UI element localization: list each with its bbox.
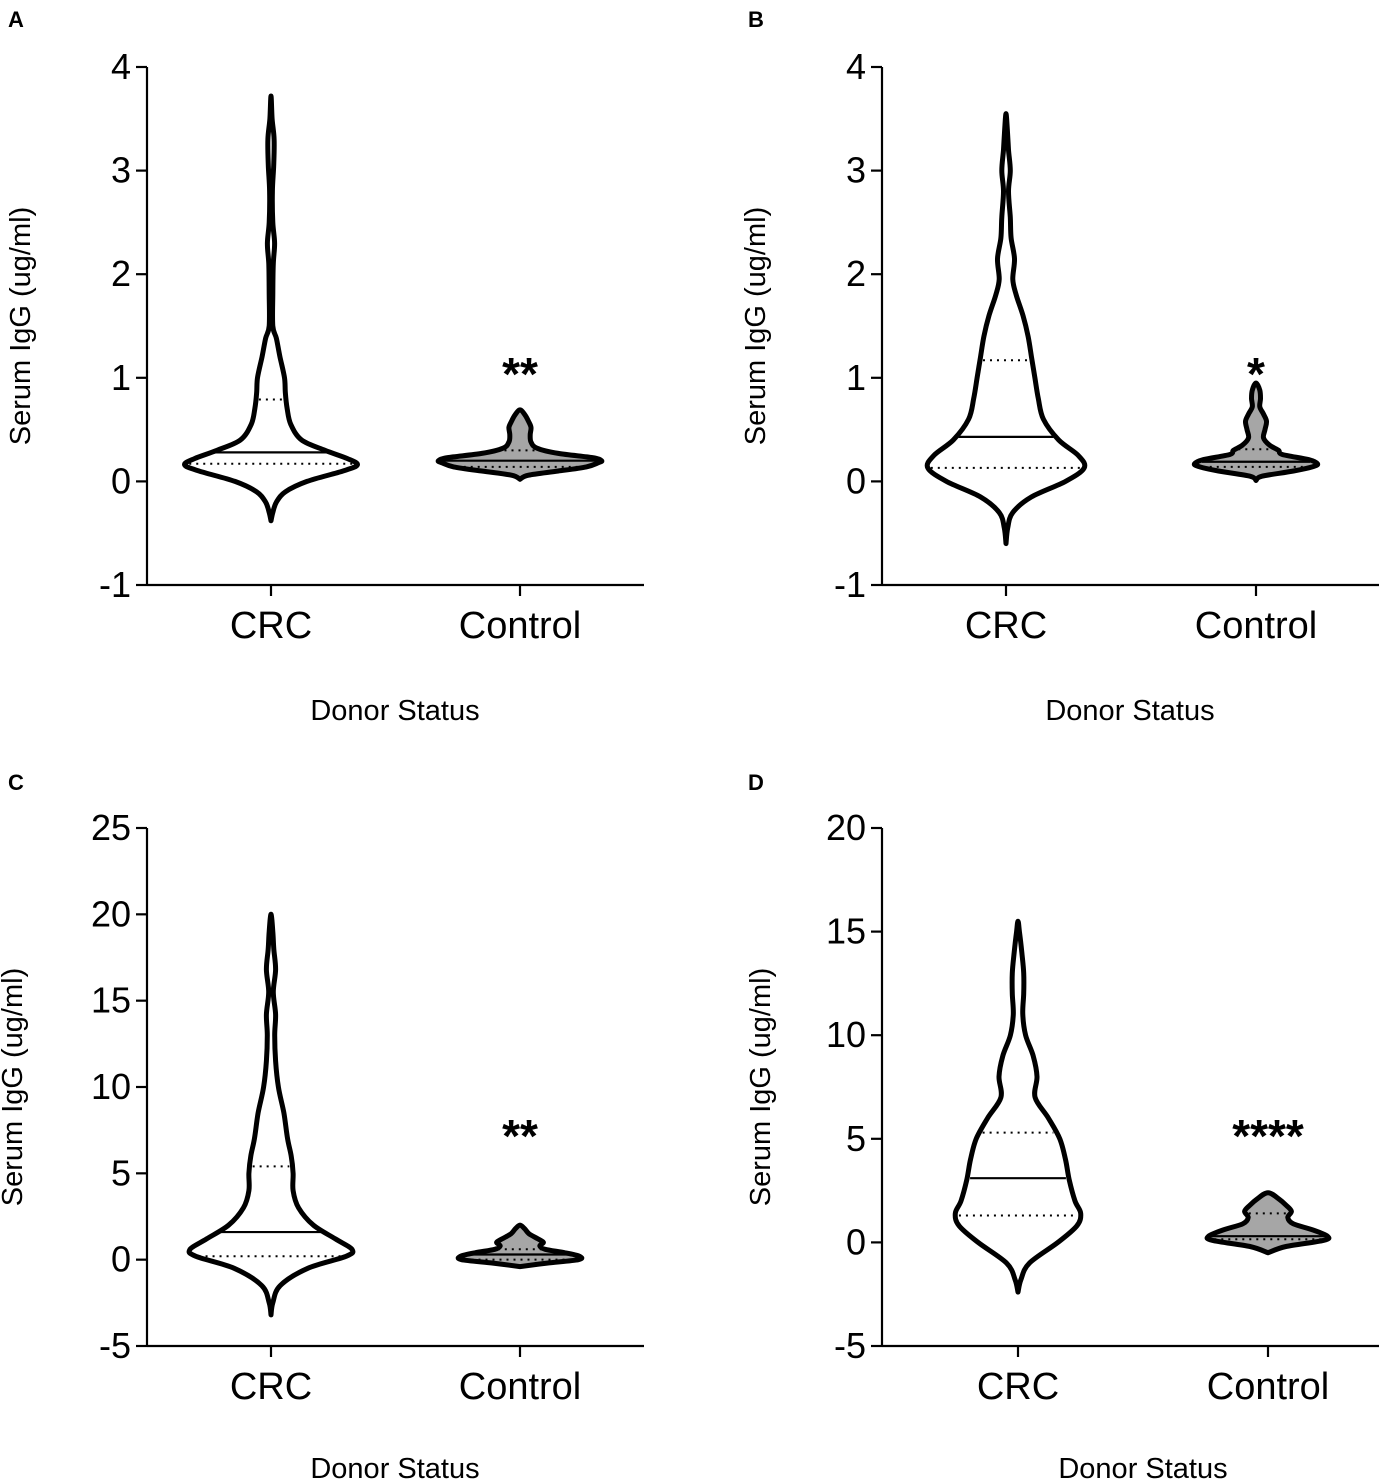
y-tick-label: 0: [846, 460, 866, 501]
x-category-label: Control: [1207, 1366, 1330, 1408]
panel-label: A: [8, 7, 24, 32]
violin-shape: [1204, 1190, 1332, 1256]
violin-shape: [435, 407, 605, 482]
x-category-label: Control: [1195, 605, 1318, 647]
violin-control: [455, 1222, 585, 1270]
significance-marker: **: [502, 348, 538, 400]
y-tick-label: 5: [111, 1152, 131, 1193]
violin-control: [1204, 1190, 1332, 1256]
x-axis-title: Donor Status: [1058, 1453, 1227, 1482]
y-tick-label: -1: [99, 564, 131, 605]
violin-crc: [182, 93, 360, 524]
significance-marker: **: [502, 1110, 538, 1162]
y-tick-label: 0: [111, 460, 131, 501]
x-category-label: CRC: [230, 605, 312, 647]
y-tick-label: 20: [826, 807, 866, 848]
y-axis-title: Serum IgG (ug/ml): [5, 207, 37, 446]
x-category-label: CRC: [965, 605, 1047, 647]
panel-label: B: [748, 7, 764, 32]
panel-b: B -1 0 1 2 3 4 CRC Control Donor Status Serum IgG …: [740, 7, 1379, 727]
violin-control: [1191, 380, 1321, 483]
y-tick-label: 3: [111, 150, 131, 191]
x-axis-title: Donor Status: [310, 1453, 479, 1482]
y-axis-title: Serum IgG (ug/ml): [0, 968, 29, 1207]
violin-crc: [186, 911, 356, 1318]
y-tick-label: 15: [91, 980, 131, 1021]
significance-marker: ****: [1232, 1110, 1304, 1162]
y-tick-label: 4: [111, 46, 131, 87]
significance-marker: *: [1247, 348, 1265, 400]
x-axis-title: Donor Status: [1045, 695, 1214, 727]
x-category-label: CRC: [977, 1366, 1059, 1408]
y-tick-label: 4: [846, 46, 866, 87]
y-tick-label: 2: [846, 253, 866, 294]
violin-shape: [455, 1222, 585, 1270]
violin-crc: [924, 111, 1088, 547]
y-tick-label: 3: [846, 150, 866, 191]
violin-control: [435, 407, 605, 482]
violin-shape: [924, 111, 1088, 547]
y-tick-label: 25: [91, 807, 131, 848]
y-tick-label: 10: [826, 1014, 866, 1055]
y-tick-label: -5: [834, 1325, 866, 1366]
violin-shape: [186, 911, 356, 1318]
y-tick-label: 10: [91, 1066, 131, 1107]
y-tick-label: 1: [846, 357, 866, 398]
panel-d: D -5 0 5 10 15 20 CRC Control Donor Status Serum I…: [745, 770, 1379, 1482]
y-tick-label: -1: [834, 564, 866, 605]
panel-a: A -1 0 1 2 3 4 CRC Control Donor Status Serum IgG …: [5, 7, 644, 727]
y-tick-label: 1: [111, 357, 131, 398]
violin-shape: [1191, 380, 1321, 483]
violin-shape: [182, 93, 360, 524]
y-axis-title: Serum IgG (ug/ml): [745, 968, 777, 1207]
x-category-label: Control: [459, 1366, 582, 1408]
violin-crc: [952, 918, 1084, 1295]
y-tick-label: 5: [846, 1118, 866, 1159]
y-tick-label: 20: [91, 893, 131, 934]
x-category-label: CRC: [230, 1366, 312, 1408]
y-tick-label: -5: [99, 1325, 131, 1366]
y-tick-label: 2: [111, 253, 131, 294]
y-axis-title: Serum IgG (ug/ml): [740, 207, 772, 446]
x-axis-title: Donor Status: [310, 695, 479, 727]
panel-c: C -5 0 5 10 15 20 25 CRC Control Donor Status Serum…: [0, 770, 644, 1482]
x-category-label: Control: [459, 605, 582, 647]
panel-label: C: [8, 770, 24, 795]
panel-label: D: [748, 770, 764, 795]
y-tick-label: 15: [826, 911, 866, 952]
y-tick-label: 0: [111, 1239, 131, 1280]
violin-shape: [952, 918, 1084, 1295]
y-tick-label: 0: [846, 1221, 866, 1262]
